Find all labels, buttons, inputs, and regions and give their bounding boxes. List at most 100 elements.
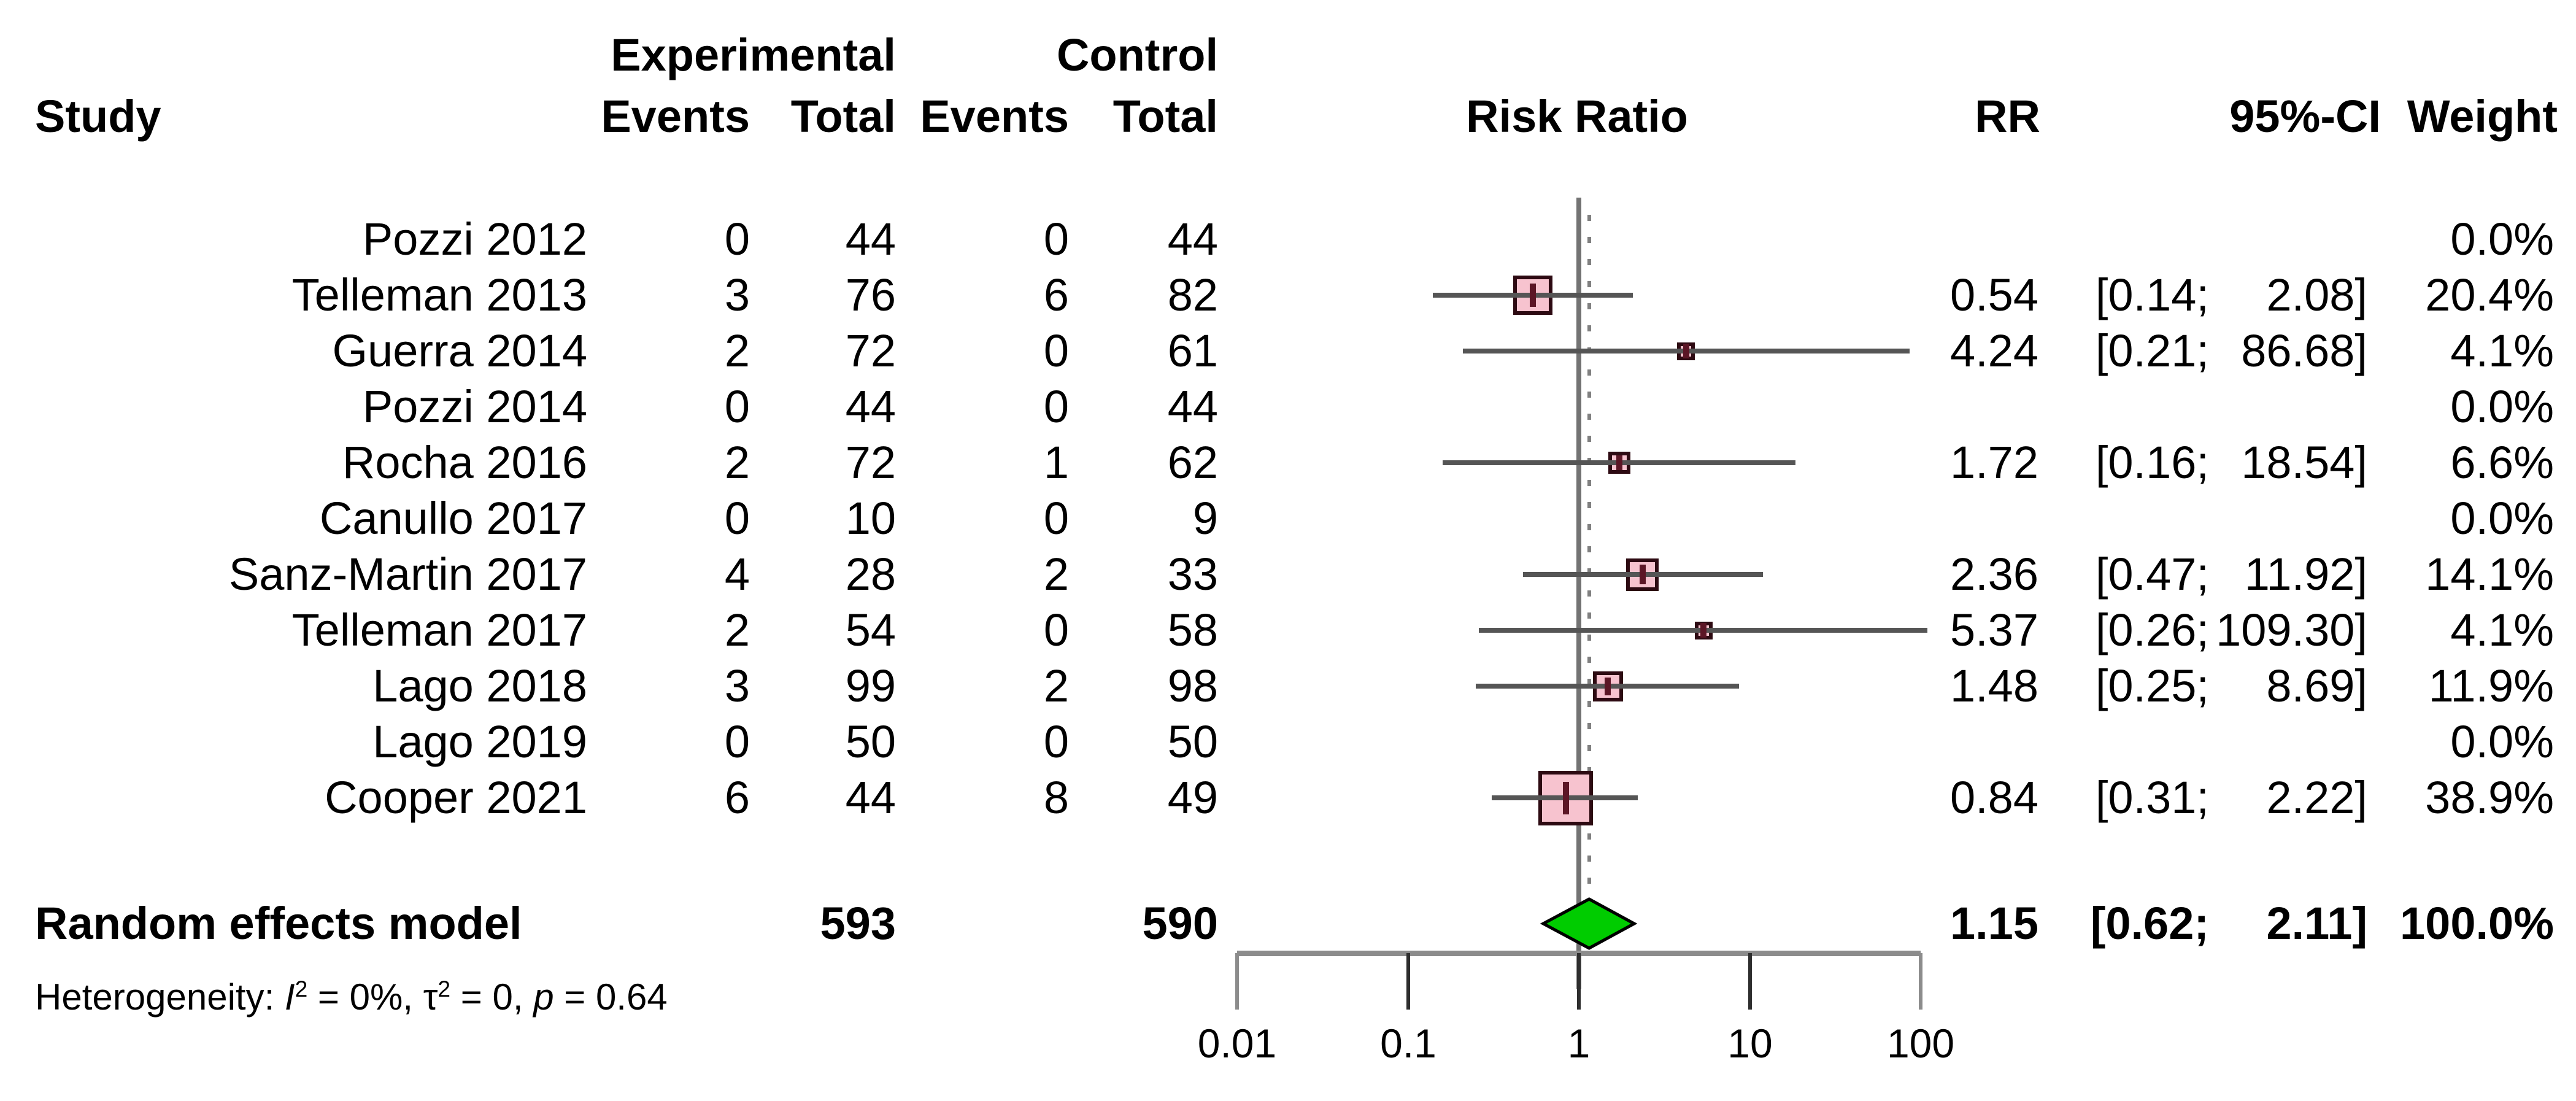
x-axis-tick xyxy=(1406,953,1410,1010)
total-exp-value: 28 xyxy=(845,549,896,600)
ci-upper-value: 11.92] xyxy=(2244,549,2367,600)
heterogeneity-text-part: p xyxy=(533,976,554,1018)
weight-value: 0.0% xyxy=(2450,381,2554,432)
study-label: Cooper 2021 xyxy=(325,772,587,823)
rr-value: 0.84 xyxy=(1949,772,2038,823)
pooled-weight: 100.0% xyxy=(2400,898,2554,949)
events-ctrl-value: 0 xyxy=(1043,325,1069,376)
total-exp-value: 76 xyxy=(845,269,896,320)
heterogeneity-text-part: 2 xyxy=(295,976,308,1002)
pooled-label: Random effects model xyxy=(35,898,522,949)
events-exp-value: 2 xyxy=(724,437,750,488)
rr-value: 0.54 xyxy=(1949,269,2038,320)
weight-value: 0.0% xyxy=(2450,716,2554,767)
weight-value: 6.6% xyxy=(2450,437,2554,488)
events-exp-value: 0 xyxy=(724,493,750,544)
column-header-total-ctrl: Total xyxy=(1113,91,1218,142)
weight-value: 11.9% xyxy=(2428,660,2554,711)
weight-value: 20.4% xyxy=(2425,269,2554,320)
events-exp-value: 6 xyxy=(724,772,750,823)
events-ctrl-value: 0 xyxy=(1043,214,1069,265)
point-estimate-tick xyxy=(1530,284,1536,307)
events-ctrl-value: 2 xyxy=(1043,549,1069,600)
heterogeneity-text-part: = 0, xyxy=(450,976,534,1018)
rr-value xyxy=(1842,214,2038,265)
events-ctrl-value: 8 xyxy=(1043,772,1069,823)
total-exp-value: 72 xyxy=(845,437,896,488)
x-axis-tick xyxy=(1577,953,1581,1010)
ci-upper-value: 18.54] xyxy=(2241,437,2367,488)
heterogeneity-text-part: τ xyxy=(423,976,438,1018)
point-estimate-tick xyxy=(1563,782,1569,814)
point-estimate-tick xyxy=(1605,678,1611,695)
heterogeneity-text-part: = 0%, xyxy=(307,976,423,1018)
total-ctrl-value: 33 xyxy=(1167,549,1218,600)
ci-upper-value: 2.08] xyxy=(2266,269,2367,320)
events-exp-value: 0 xyxy=(724,214,750,265)
weight-value: 4.1% xyxy=(2450,605,2554,655)
heterogeneity-text-part: Heterogeneity: xyxy=(35,976,285,1018)
point-estimate-tick xyxy=(1700,623,1706,638)
rr-value: 5.37 xyxy=(1949,605,2038,655)
rr-value: 4.24 xyxy=(1949,325,2038,376)
ci-lower-value: [0.26; xyxy=(2095,605,2209,655)
reference-line-rr-1 xyxy=(1576,198,1581,989)
rr-value xyxy=(1842,381,2038,433)
total-ctrl-value: 50 xyxy=(1167,716,1218,767)
weight-value: 38.9% xyxy=(2425,772,2554,823)
study-label: Sanz-Martin 2017 xyxy=(228,549,587,600)
ci-lower-value: [0.14; xyxy=(2095,269,2209,320)
study-label: Lago 2018 xyxy=(372,660,587,711)
point-estimate-tick xyxy=(1616,455,1622,470)
study-label: Guerra 2014 xyxy=(332,325,588,376)
events-ctrl-value: 0 xyxy=(1043,605,1069,655)
x-axis-tick-label: 10 xyxy=(1727,1021,1773,1066)
heterogeneity-text-part: = 0.64 xyxy=(553,976,668,1018)
events-exp-value: 2 xyxy=(724,325,750,376)
total-ctrl-value: 9 xyxy=(1192,493,1218,544)
ci-lower-value: [0.16; xyxy=(2095,437,2209,488)
x-axis-tick-label: 0.01 xyxy=(1197,1021,1277,1066)
pooled-ci-lower: [0.62; xyxy=(2090,898,2209,949)
ci-upper-value xyxy=(2171,716,2367,768)
rr-value: 1.72 xyxy=(1949,437,2038,488)
x-axis-tick xyxy=(1235,953,1239,1010)
total-exp-value: 44 xyxy=(845,772,896,823)
ci-upper-value: 86.68] xyxy=(2241,325,2367,376)
total-ctrl-value: 98 xyxy=(1167,660,1218,711)
weight-value: 14.1% xyxy=(2425,549,2554,600)
total-exp-value: 44 xyxy=(845,381,896,432)
x-axis-tick xyxy=(1748,953,1752,1010)
total-exp-value: 50 xyxy=(845,716,896,767)
total-exp-value: 10 xyxy=(845,493,896,544)
total-ctrl-value: 61 xyxy=(1167,325,1218,376)
study-label: Pozzi 2014 xyxy=(362,381,587,432)
column-header-rr: RR xyxy=(1975,91,2040,142)
study-label: Rocha 2016 xyxy=(342,437,587,488)
heterogeneity-text-part: I xyxy=(284,976,295,1018)
column-header-events-ctrl: Events xyxy=(920,91,1069,142)
study-label: Telleman 2013 xyxy=(291,269,587,320)
column-group-control: Control xyxy=(1056,29,1218,80)
column-header-study: Study xyxy=(35,91,161,142)
column-header-weight: Weight xyxy=(2407,91,2558,142)
total-ctrl-value: 44 xyxy=(1167,381,1218,432)
ci-lower-value: [0.31; xyxy=(2095,772,2209,823)
events-ctrl-value: 1 xyxy=(1043,437,1069,488)
events-ctrl-value: 0 xyxy=(1043,381,1069,432)
column-header-events-exp: Events xyxy=(601,91,750,142)
heterogeneity-note: Heterogeneity: I2 = 0%, τ2 = 0, p = 0.64 xyxy=(35,975,668,1020)
column-group-experimental: Experimental xyxy=(611,29,896,80)
weight-value: 0.0% xyxy=(2450,214,2554,265)
study-label: Lago 2019 xyxy=(372,716,587,767)
ci-upper-value xyxy=(2171,381,2367,433)
total-ctrl-value: 82 xyxy=(1167,269,1218,320)
total-ctrl-value: 58 xyxy=(1167,605,1218,655)
column-header-risk-ratio: Risk Ratio xyxy=(1466,91,1688,142)
point-estimate-tick xyxy=(1683,344,1689,358)
events-exp-value: 2 xyxy=(724,605,750,655)
ci-lower-value: [0.47; xyxy=(2095,549,2209,600)
total-exp-value: 44 xyxy=(845,214,896,265)
rr-value: 2.36 xyxy=(1949,549,2038,600)
